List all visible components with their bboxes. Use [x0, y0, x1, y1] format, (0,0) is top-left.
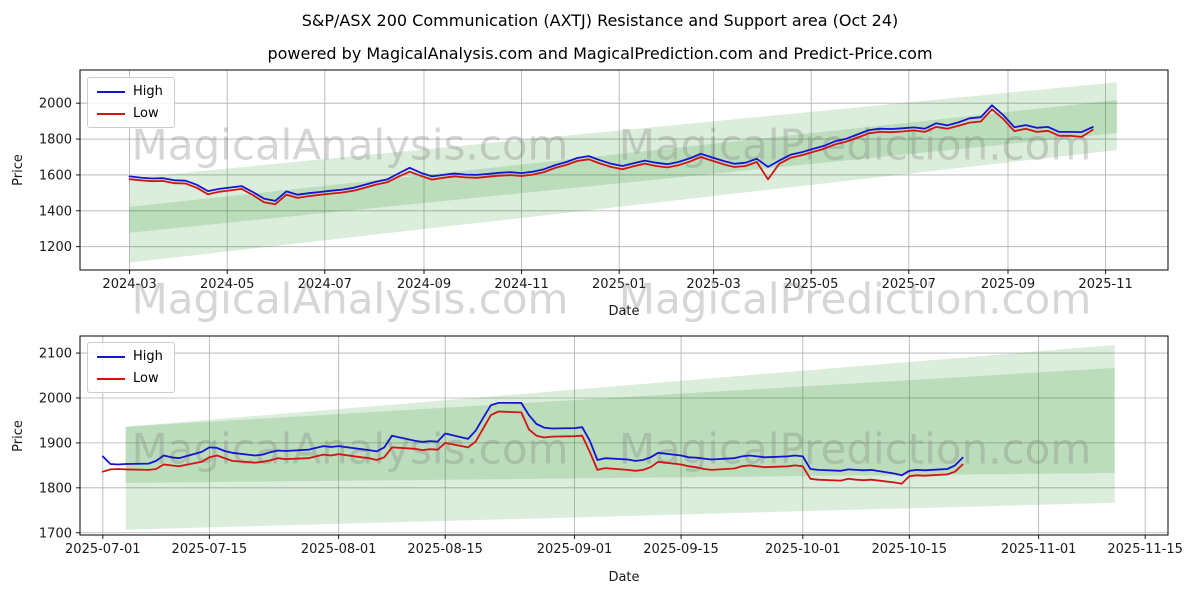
legend-item-low: Low — [97, 370, 163, 387]
support-resistance-bands — [125, 345, 1115, 530]
high-line — [101, 402, 964, 477]
legend-label-high: High — [133, 349, 163, 364]
x-tick-label: 2025-11 — [1078, 277, 1132, 292]
x-tick-label: 2025-11-15 — [1107, 542, 1183, 557]
x-tick-label: 2024-05 — [200, 277, 254, 292]
low-line-swatch — [97, 377, 125, 380]
support-area — [129, 100, 1117, 263]
bottom-xlabel: Date — [608, 570, 639, 585]
figure-watermark-layer: MagicalAnalysis.com MagicalPrediction.com — [132, 275, 1092, 324]
y-tick-label: 2000 — [39, 97, 72, 112]
top-xlabel: Date — [608, 304, 639, 319]
x-tick-label: 2025-10-01 — [765, 542, 841, 557]
legend-label-high: High — [133, 84, 163, 99]
high-line-swatch — [97, 90, 125, 93]
x-tick-label: 2024-07 — [298, 277, 352, 292]
top-legend: High Low — [87, 77, 175, 128]
x-tick-label: 2024-09 — [397, 277, 451, 292]
y-tick-label: 1900 — [39, 436, 72, 451]
x-tick-label: 2024-11 — [494, 277, 548, 292]
figure-title: S&P/ASX 200 Communication (AXTJ) Resista… — [302, 11, 899, 30]
legend-item-high: High — [97, 348, 163, 365]
x-tick-label: 2025-05 — [784, 277, 838, 292]
y-tick-label: 1700 — [39, 526, 72, 541]
tick-labels: 2025-07-01 2025-07-15 2025-08-01 2025-08-15… — [39, 347, 1183, 557]
x-tick-label: 2025-09-15 — [643, 542, 719, 557]
low-line-swatch — [97, 112, 125, 115]
legend-label-low: Low — [133, 371, 159, 386]
bottom-legend: High Low — [87, 342, 175, 393]
high-line-swatch — [97, 355, 125, 358]
support-resistance-bands — [129, 82, 1117, 263]
high-line — [128, 104, 1094, 202]
y-tick-label: 2100 — [39, 347, 72, 362]
y-tick-label: 1400 — [39, 204, 72, 219]
low-line — [101, 410, 964, 485]
y-tick-label: 1600 — [39, 168, 72, 183]
axes-spines — [79, 335, 1169, 536]
watermark-text: MagicalAnalysis.com — [132, 275, 569, 324]
watermark-text: MagicalAnalysis.com — [132, 121, 569, 170]
support-area — [125, 367, 1115, 530]
tick-labels: 2024-03 2024-05 2024-07 2024-09 2024-11 2025-… — [39, 97, 1133, 292]
low-line — [128, 108, 1094, 206]
gridlines — [80, 336, 1168, 535]
watermark-text: MagicalPrediction.com — [619, 425, 1092, 474]
watermark-text: MagicalAnalysis.com — [132, 425, 569, 474]
x-tick-label: 2024-03 — [102, 277, 156, 292]
x-tick-label: 2025-10-15 — [872, 542, 948, 557]
x-tick-label: 2025-07-15 — [172, 542, 248, 557]
x-tick-label: 2025-07-01 — [65, 542, 141, 557]
y-tick-label: 1800 — [39, 133, 72, 148]
x-tick-label: 2025-03 — [686, 277, 740, 292]
y-tick-label: 2000 — [39, 391, 72, 406]
x-tick-label: 2025-01 — [592, 277, 646, 292]
x-tick-label: 2025-08-15 — [407, 542, 483, 557]
x-tick-label: 2025-11-01 — [1001, 542, 1077, 557]
y-tick-label: 1200 — [39, 240, 72, 255]
x-tick-label: 2025-08-01 — [301, 542, 377, 557]
y-tick-label: 1800 — [39, 481, 72, 496]
legend-item-high: High — [97, 83, 163, 100]
figure-subtitle: powered by MagicalAnalysis.com and Magic… — [267, 44, 932, 63]
legend-label-low: Low — [133, 106, 159, 121]
resistance-area — [125, 345, 1115, 483]
legend-item-low: Low — [97, 105, 163, 122]
resistance-area — [129, 82, 1117, 233]
watermark-text: MagicalPrediction.com — [619, 275, 1092, 324]
x-tick-label: 2025-09 — [981, 277, 1035, 292]
x-tick-label: 2025-07 — [882, 277, 936, 292]
gridlines — [80, 70, 1168, 270]
x-tick-label: 2025-09-01 — [537, 542, 613, 557]
top-ylabel: Price — [11, 154, 26, 186]
axes-spines — [79, 69, 1169, 271]
bottom-ylabel: Price — [11, 420, 26, 452]
bottom-chart: MagicalAnalysis.com MagicalPrediction.com… — [39, 335, 1183, 557]
top-chart: MagicalAnalysis.com MagicalPrediction.com… — [39, 69, 1169, 292]
